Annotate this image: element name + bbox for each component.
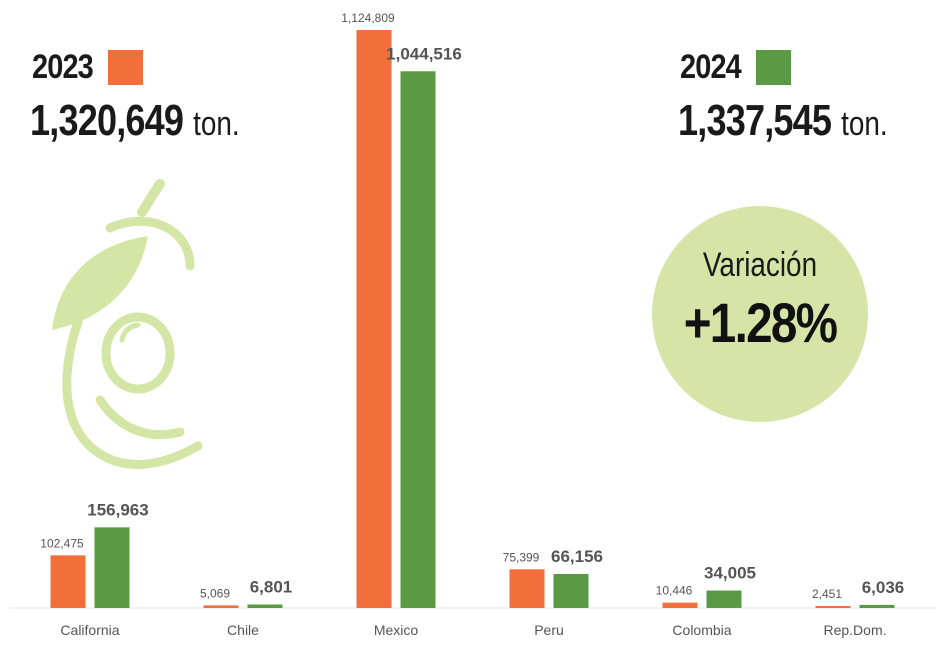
data-label-2023-california: 102,475 [40,536,84,550]
data-label-2024-peru: 66,156 [551,547,603,566]
total-2024: 1,337,545 ton. [678,96,888,146]
total-2023-unit: ton. [193,105,240,143]
bar-2023-peru [509,569,545,608]
legend-2024: 2024 [680,48,792,87]
legend-2023: 2023 [32,48,144,87]
variation-label: Variación [702,246,818,284]
avocado-icon [52,179,203,469]
bar-2024-mexico [400,71,436,608]
year-label-2024: 2024 [680,48,742,86]
variation-value: +1.28% [683,291,838,354]
bar-2023-repdom [815,606,851,608]
data-label-2023-chile: 5,069 [200,586,230,600]
bar-2023-chile [203,605,239,608]
bar-2024-california [94,527,130,608]
total-2023-value: 1,320,649 [30,96,184,145]
data-label-2024-california: 156,963 [87,500,148,519]
total-2024-unit: ton. [841,105,888,143]
category-label-peru: Peru [534,622,564,638]
year-label-2023: 2023 [32,48,94,86]
bar-2024-chile [247,604,283,608]
swatch-2023 [108,50,144,85]
category-label-repdom: Rep.Dom. [823,622,886,638]
data-label-2024-chile: 6,801 [250,578,293,597]
data-label-2023-repdom: 2,451 [812,587,842,601]
total-2023: 1,320,649 ton. [30,96,240,146]
category-label-california: California [60,622,119,638]
swatch-2024 [756,50,792,85]
data-label-2024-colombia: 34,005 [704,564,756,583]
bars-layer: 102,475 156,963 California 5,069 6,801 Chile 1… [40,11,904,638]
bar-2023-california [50,555,86,608]
category-label-chile: Chile [227,622,259,638]
data-label-2023-peru: 75,399 [503,550,540,564]
bar-2023-colombia [662,602,698,608]
data-label-2024-repdom: 6,036 [862,578,905,597]
category-label-colombia: Colombia [672,622,731,638]
bar-2024-repdom [859,604,895,608]
data-label-2023-mexico: 1,124,809 [341,11,395,25]
category-label-mexico: Mexico [374,622,419,638]
data-label-2024-mexico: 1,044,516 [386,44,462,63]
data-label-2023-colombia: 10,446 [656,584,693,598]
bar-2024-colombia [706,590,742,608]
bar-2023-mexico [356,30,392,608]
variation-badge: Variación +1.28% [652,206,868,422]
total-2024-value: 1,337,545 [678,96,832,145]
bar-2024-peru [553,574,589,608]
